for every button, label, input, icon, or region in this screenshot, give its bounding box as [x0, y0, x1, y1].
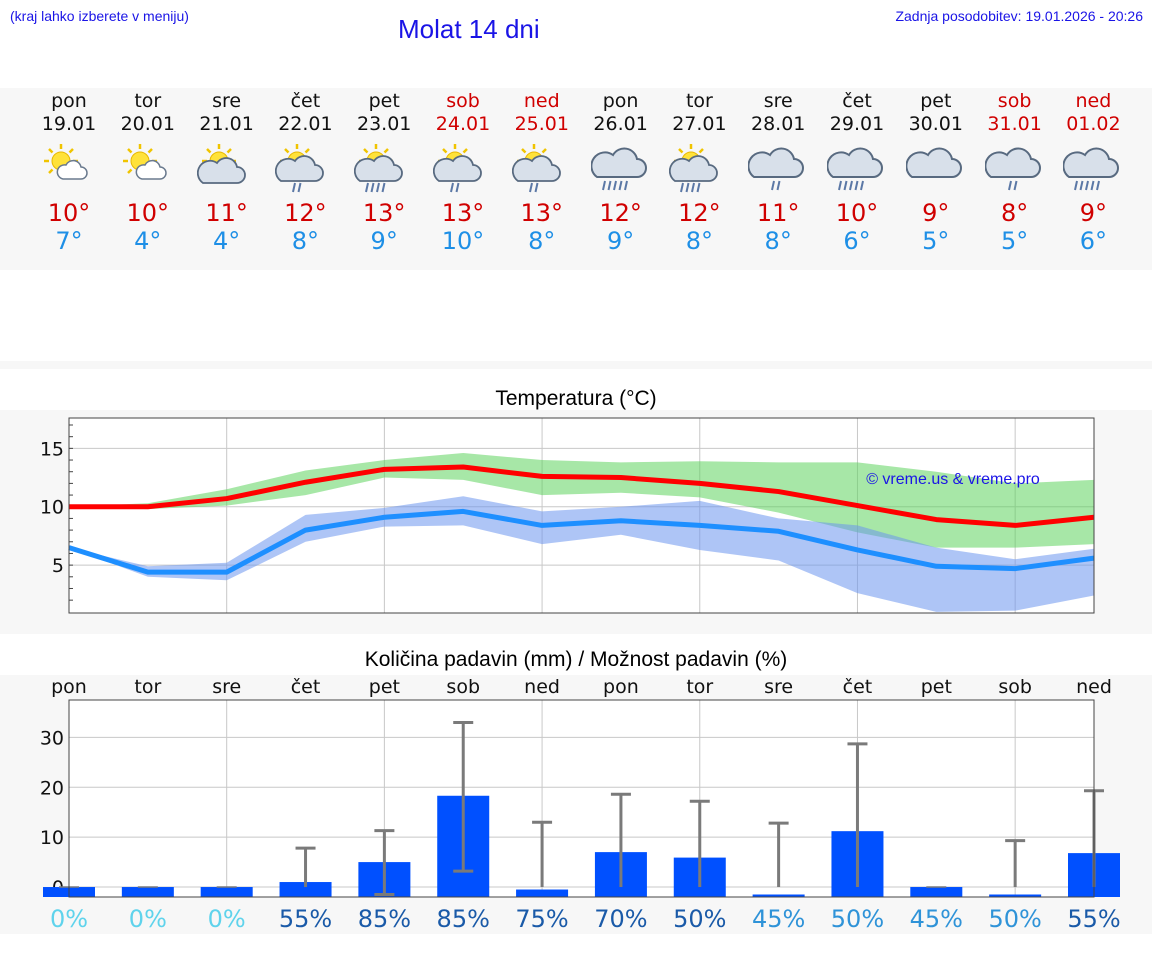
day-name: pet: [920, 90, 952, 112]
forecast-day: pet 23.01 13° 9°: [344, 88, 424, 255]
max-temp: 10°: [126, 199, 170, 227]
min-temp: 8°: [685, 227, 714, 255]
cloud-heavy-rain-icon: [826, 139, 887, 199]
cloud-rain-icon: [984, 139, 1045, 199]
sun-cloud-rain-icon: [511, 139, 572, 199]
min-temp: 5°: [922, 227, 950, 255]
cloud-heavy-rain-icon: [590, 139, 651, 199]
temperature-panel: [0, 410, 1152, 634]
cloud-rain-icon: [747, 139, 808, 199]
day-name: ned: [523, 90, 560, 112]
day-date: 20.01: [120, 113, 175, 135]
day-name: pon: [51, 90, 87, 112]
forecast-day: pet 30.01 9° 5°: [896, 88, 976, 255]
precipitation-panel: [0, 675, 1152, 934]
day-name: sre: [763, 90, 793, 112]
max-temp: 10°: [835, 199, 879, 227]
max-temp: 9°: [922, 199, 950, 227]
day-name: ned: [1075, 90, 1112, 112]
day-date: 27.01: [672, 113, 727, 135]
forecast-day: tor 20.01 10° 4°: [108, 88, 188, 255]
max-temp: 12°: [284, 199, 327, 227]
day-name: sob: [446, 90, 480, 112]
sun-cloud-icon: [118, 139, 178, 199]
min-temp: 8°: [528, 227, 556, 255]
min-temp: 8°: [291, 227, 320, 255]
day-date: 24.01: [435, 113, 491, 135]
forecast-day: ned 01.02 9° 6°: [1053, 88, 1133, 255]
min-temp: 8°: [764, 227, 792, 255]
day-date: 23.01: [356, 113, 412, 135]
day-date: 26.01: [593, 113, 648, 135]
forecast-day: sob 24.01 13° 10°: [423, 88, 503, 255]
day-date: 29.01: [829, 113, 885, 135]
min-temp: 4°: [212, 227, 241, 255]
precipitation-chart-title: Količina padavin (mm) / Možnost padavin …: [364, 648, 788, 671]
day-date: 21.01: [199, 113, 254, 135]
forecast-day: tor 27.01 12° 8°: [659, 88, 739, 255]
day-date: 28.01: [750, 113, 806, 135]
max-temp: 13°: [441, 199, 485, 227]
last-updated: Zadnja posodobitev: 19.01.2026 - 20:26: [895, 8, 1143, 24]
min-temp: 4°: [134, 227, 162, 255]
day-name: sre: [212, 90, 242, 112]
sun-cloud-heavy-rain-icon: [669, 139, 729, 199]
day-date: 19.01: [41, 113, 97, 135]
sun-cloud-big-icon: [196, 139, 257, 199]
day-date: 31.01: [987, 113, 1042, 135]
forecast-day: sre 28.01 11° 8°: [738, 88, 818, 255]
min-temp: 5°: [1000, 227, 1029, 255]
day-date: 25.01: [514, 113, 569, 135]
cloud-icon: [905, 139, 966, 199]
min-temp: 9°: [606, 227, 635, 255]
forecast-day: sob 31.01 8° 5°: [975, 88, 1055, 255]
forecast-day: čet 29.01 10° 6°: [817, 88, 897, 255]
day-name: tor: [134, 90, 162, 112]
sun-cloud-rain-icon: [432, 139, 493, 199]
min-temp: 6°: [843, 227, 871, 255]
max-temp: 12°: [678, 199, 721, 227]
cloud-heavy-rain-icon: [1062, 139, 1123, 199]
day-date: 22.01: [278, 113, 333, 135]
temperature-chart-title: Temperatura (°C): [495, 387, 657, 410]
max-temp: 11°: [756, 199, 800, 227]
day-date: 01.02: [1066, 113, 1121, 135]
forecast-day: pon 26.01 12° 9°: [581, 88, 661, 255]
forecast-day: čet 22.01 12° 8°: [265, 88, 345, 255]
divider-band: [0, 361, 1152, 369]
day-name: čet: [290, 90, 321, 112]
sun-cloud-rain-icon: [275, 139, 335, 199]
max-temp: 8°: [1000, 199, 1029, 227]
max-temp: 13°: [520, 199, 564, 227]
sun-cloud-heavy-rain-icon: [354, 139, 414, 199]
min-temp: 10°: [441, 227, 485, 255]
sun-cloud-icon: [39, 139, 99, 199]
max-temp: 9°: [1079, 199, 1108, 227]
min-temp: 9°: [370, 227, 398, 255]
page-title: Molat 14 dni: [398, 14, 540, 44]
day-name: pet: [368, 90, 400, 112]
day-name: sob: [997, 90, 1032, 112]
max-temp: 13°: [362, 199, 406, 227]
location-hint[interactable]: (kraj lahko izberete v meniju): [10, 8, 189, 24]
forecast-panel: [0, 88, 1152, 270]
max-temp: 11°: [205, 199, 248, 227]
day-name: čet: [842, 90, 872, 112]
min-temp: 6°: [1079, 227, 1108, 255]
day-date: 30.01: [908, 113, 963, 135]
forecast-day: pon 19.01 10° 7°: [29, 88, 109, 255]
min-temp: 7°: [55, 227, 83, 255]
forecast-day: ned 25.01 13° 8°: [502, 88, 582, 255]
max-temp: 12°: [599, 199, 642, 227]
forecast-day: sre 21.01 11° 4°: [187, 88, 267, 255]
day-name: tor: [685, 90, 713, 112]
day-name: pon: [602, 90, 639, 112]
max-temp: 10°: [47, 199, 91, 227]
